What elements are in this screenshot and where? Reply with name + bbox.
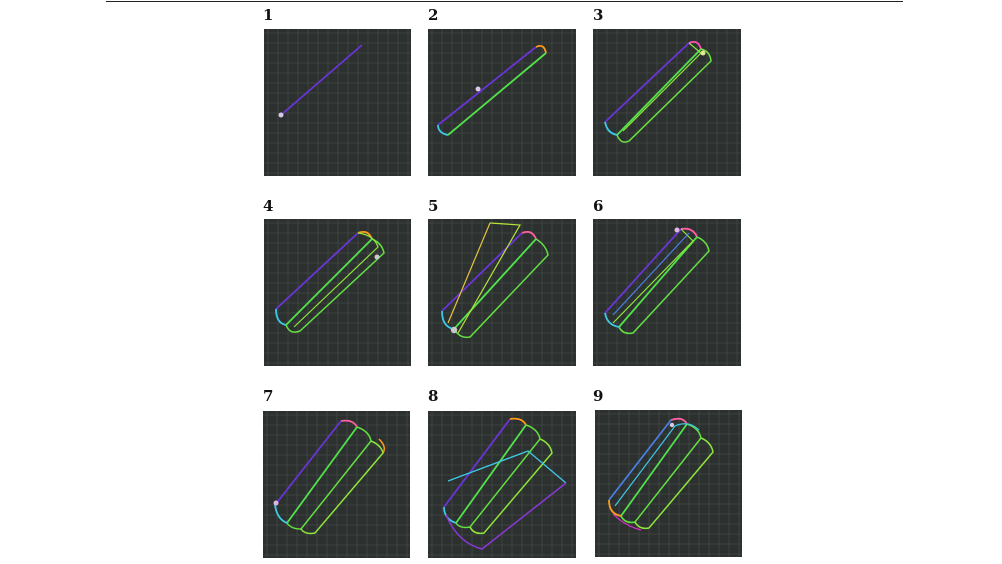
trajectory-plot	[428, 219, 576, 366]
trajectory-plot	[428, 411, 576, 558]
position-marker	[674, 227, 680, 233]
trajectory-panel-4	[264, 219, 411, 366]
position-marker	[700, 50, 706, 56]
grid	[428, 411, 576, 558]
trajectory-plot	[595, 410, 742, 557]
panel-label-2: 2	[428, 6, 439, 24]
panel-label-1: 1	[263, 6, 274, 24]
grid	[593, 219, 741, 366]
grid	[264, 219, 411, 366]
top-rule	[106, 1, 903, 2]
trajectory-path	[608, 417, 714, 531]
trajectory-panel-5	[428, 219, 576, 366]
trajectory-path	[437, 44, 547, 136]
grid	[264, 29, 411, 176]
trajectory-path	[604, 227, 710, 335]
panel-label-7: 7	[263, 387, 274, 405]
trajectory-panel-6	[593, 219, 741, 366]
trajectory-path	[280, 44, 363, 116]
trajectory-panel-1	[264, 29, 411, 176]
position-marker	[450, 326, 458, 334]
trajectory-plot	[593, 29, 741, 176]
trajectory-panel-2	[428, 29, 576, 176]
trajectory-panel-7	[263, 411, 410, 558]
trajectory-plot	[263, 411, 410, 558]
position-marker	[475, 86, 481, 92]
grid	[428, 219, 576, 366]
position-marker	[669, 422, 675, 428]
trajectory-path	[604, 40, 712, 143]
panel-label-5: 5	[428, 197, 439, 215]
trajectory-plot	[264, 29, 411, 176]
grid	[428, 29, 576, 176]
panel-label-9: 9	[593, 387, 604, 405]
panel-label-8: 8	[428, 387, 439, 405]
trajectory-panel-3	[593, 29, 741, 176]
trajectory-panel-8	[428, 411, 576, 558]
trajectory-panel-9	[595, 410, 742, 557]
panel-label-3: 3	[593, 6, 604, 24]
trajectory-path	[443, 417, 567, 550]
grid	[595, 410, 742, 557]
panel-label-4: 4	[263, 197, 274, 215]
trajectory-plot	[428, 29, 576, 176]
grid	[593, 29, 741, 176]
trajectory-path	[275, 230, 385, 333]
position-marker	[273, 500, 279, 506]
panel-label-6: 6	[593, 197, 604, 215]
trajectory-plot	[264, 219, 411, 366]
position-marker	[374, 254, 380, 260]
trajectory-path	[274, 419, 386, 535]
position-marker	[278, 112, 284, 118]
trajectory-plot	[593, 219, 741, 366]
